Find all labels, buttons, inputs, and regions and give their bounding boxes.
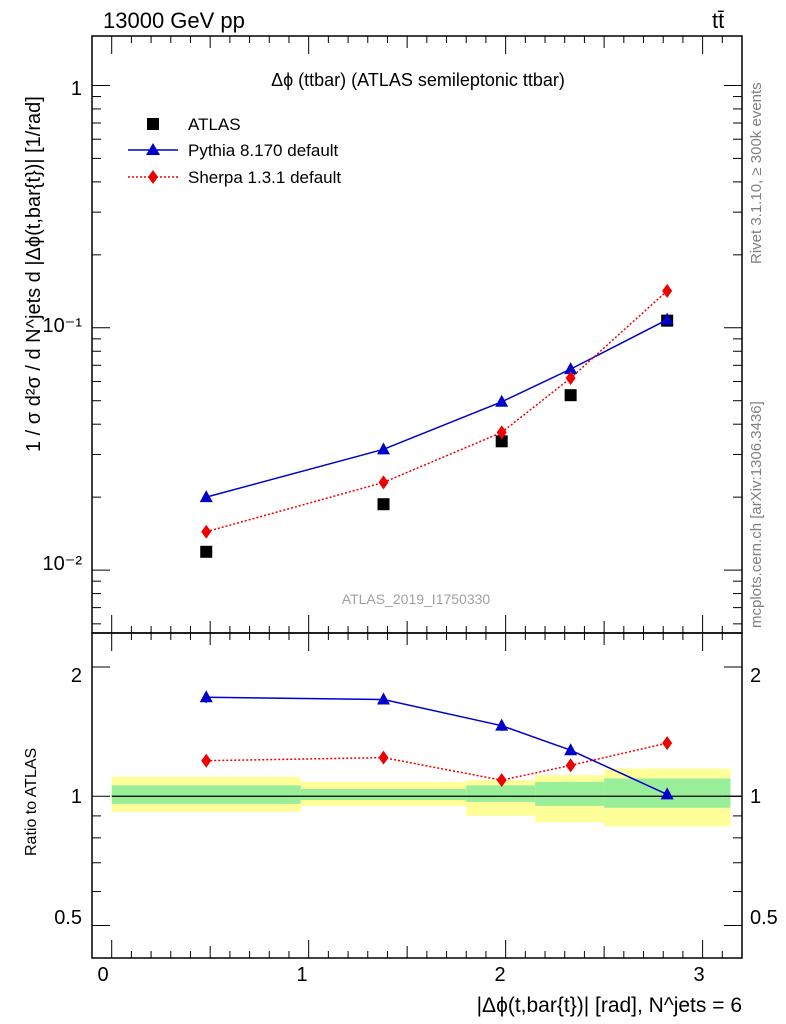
ratio-ytick-label-2-left: 2 xyxy=(71,665,82,687)
atlas-point xyxy=(495,435,508,448)
ratio-ytick-label-1-right: 1 xyxy=(750,786,761,808)
ratio-ytick-label-2-right: 2 xyxy=(750,665,761,687)
ratio-band-inner-1 xyxy=(300,788,467,801)
ratio-axis-ticks xyxy=(92,633,742,958)
main-ytick-label-0.01: 10⁻² xyxy=(43,553,83,575)
xtick-label-3: 3 xyxy=(693,964,704,986)
sherpa-point xyxy=(496,425,507,440)
pythia-point xyxy=(199,490,213,503)
sherpa-point xyxy=(662,283,673,298)
rivet-version-label: Rivet 3.1.10, ≥ 300k events xyxy=(748,82,765,264)
xtick-label-0: 0 xyxy=(97,964,108,986)
ratio-ylabel: Ratio to ATLAS xyxy=(23,748,40,856)
xtick-label-1: 1 xyxy=(296,964,307,986)
sherpa-ratio-point xyxy=(565,758,576,773)
ratio-band-inner-0 xyxy=(111,785,301,804)
pythia-line xyxy=(206,319,668,498)
ratio-band-inner-2 xyxy=(466,785,536,802)
pythia-point xyxy=(495,394,509,407)
main-series-layer xyxy=(199,283,674,558)
legend-atlas-label: ATLAS xyxy=(188,115,241,134)
ratio-uncertainty-bands xyxy=(111,768,742,827)
xtick-label-2: 2 xyxy=(494,964,505,986)
sherpa-line xyxy=(206,290,668,533)
ratio-ytick-label-1-left: 1 xyxy=(71,786,82,808)
pythia-ratio-point xyxy=(199,690,213,703)
xlabel: |Δϕ(t,bar{t})| [rad], N^jets = 6 xyxy=(477,994,742,1017)
pythia-ratio-point xyxy=(564,743,578,756)
analysis-watermark: ATLAS_2019_I1750330 xyxy=(342,591,491,607)
sherpa-ratio-line xyxy=(206,742,668,781)
sherpa-ratio-point xyxy=(378,750,389,765)
main-plot-title: Δϕ (ttbar) (ATLAS semileptonic ttbar) xyxy=(271,70,565,90)
atlas-point xyxy=(564,389,577,402)
process-label: tt̄ xyxy=(712,8,724,33)
energy-label: 13000 GeV pp xyxy=(103,8,245,33)
pythia-point xyxy=(564,362,578,375)
pythia-point xyxy=(660,312,674,325)
legend: ATLAS Pythia 8.170 default Sherpa 1.3.1 … xyxy=(128,115,341,187)
atlas-point xyxy=(377,498,390,511)
legend-pythia-label: Pythia 8.170 default xyxy=(188,141,339,160)
main-ytick-label-1: 1 xyxy=(71,78,82,100)
legend-sherpa-label: Sherpa 1.3.1 default xyxy=(188,168,341,187)
legend-pythia-marker xyxy=(146,143,160,155)
legend-sherpa-marker xyxy=(148,170,158,184)
pythia-point xyxy=(377,442,391,455)
pythia-ratio-point xyxy=(495,718,509,731)
sherpa-point xyxy=(201,524,212,539)
sherpa-point xyxy=(378,475,389,490)
ratio-band-inner-3 xyxy=(535,781,605,806)
pythia-ratio-point xyxy=(377,692,391,705)
legend-atlas-marker xyxy=(147,118,159,130)
sherpa-ratio-point xyxy=(496,773,507,788)
ratio-plot-frame xyxy=(91,632,743,959)
ratio-ytick-label-0.5-right: 0.5 xyxy=(750,907,778,929)
ratio-series-layer xyxy=(199,690,674,800)
atlas-point xyxy=(200,545,213,558)
sherpa-point xyxy=(565,371,576,386)
sherpa-ratio-point xyxy=(201,753,212,768)
main-ytick-label-0.1: 10⁻¹ xyxy=(43,315,83,337)
main-axis-ticks xyxy=(92,36,742,633)
ratio-ytick-label-0.5-left: 0.5 xyxy=(54,907,82,929)
sherpa-ratio-point xyxy=(662,736,673,751)
main-ylabel: 1 / σ d²σ / d N^jets d |Δϕ(t,bar{t})| [1… xyxy=(23,96,45,452)
source-label: mcplots.cern.ch [arXiv:1306.3436] xyxy=(748,401,765,628)
pythia-ratio-point xyxy=(660,787,674,800)
